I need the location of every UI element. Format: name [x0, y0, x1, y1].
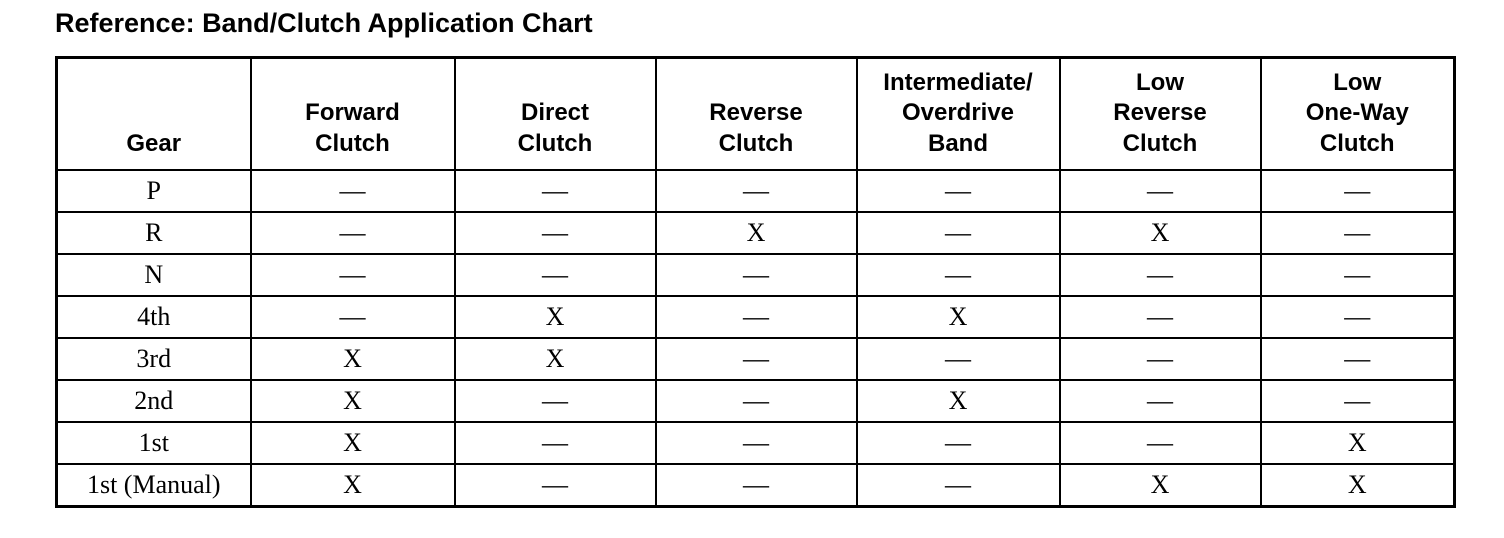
application-cell: —: [855, 463, 1061, 508]
application-cell: X: [1058, 211, 1262, 256]
application-cell: —: [1058, 169, 1262, 214]
table-row: 2nd X — — X — —: [55, 379, 1456, 424]
application-cell: X: [1259, 463, 1456, 508]
application-cell: —: [1259, 169, 1456, 214]
application-cell: —: [654, 295, 858, 340]
application-cell: X: [453, 295, 657, 340]
gear-cell: 2nd: [55, 379, 252, 424]
column-header: Low One-Way Clutch: [1259, 56, 1456, 172]
application-cell: X: [855, 295, 1061, 340]
column-header: Low Reverse Clutch: [1058, 56, 1262, 172]
gear-cell: 4th: [55, 295, 252, 340]
application-cell: —: [654, 379, 858, 424]
gear-cell: 1st (Manual): [55, 463, 252, 508]
application-cell: —: [249, 253, 456, 298]
application-cell: —: [1259, 337, 1456, 382]
gear-cell: 1st: [55, 421, 252, 466]
application-cell: —: [1058, 295, 1262, 340]
table-row: R — — X — X —: [55, 211, 1456, 256]
gear-cell: 3rd: [55, 337, 252, 382]
column-header: Intermediate/ Overdrive Band: [855, 56, 1061, 172]
application-cell: —: [453, 463, 657, 508]
gear-cell: N: [55, 253, 252, 298]
application-cell: —: [654, 463, 858, 508]
application-cell: X: [249, 463, 456, 508]
table-row: 4th — X — X — —: [55, 295, 1456, 340]
application-cell: X: [654, 211, 858, 256]
application-cell: —: [855, 169, 1061, 214]
application-cell: X: [249, 421, 456, 466]
application-cell: X: [453, 337, 657, 382]
application-cell: —: [249, 169, 456, 214]
table-body: P — — — — — — R — — X — X — N — — — — — —4th — X — X — —3rd X X — — — —2…: [55, 169, 1456, 508]
application-cell: X: [249, 379, 456, 424]
application-cell: —: [1259, 253, 1456, 298]
gear-cell: P: [55, 169, 252, 214]
application-cell: —: [654, 421, 858, 466]
application-cell: X: [1058, 463, 1262, 508]
application-cell: X: [249, 337, 456, 382]
application-cell: —: [1058, 421, 1262, 466]
page-title: Reference: Band/Clutch Application Chart: [55, 8, 593, 38]
application-cell: —: [1259, 379, 1456, 424]
table-header: Gear Forward Clutch Direct Clutch Reverse C…: [55, 56, 1456, 172]
application-cell: —: [249, 295, 456, 340]
column-header: Forward Clutch: [249, 56, 456, 172]
application-cell: X: [855, 379, 1061, 424]
application-cell: —: [1259, 211, 1456, 256]
application-cell: —: [654, 337, 858, 382]
application-cell: —: [453, 169, 657, 214]
band-clutch-application-table: Gear Forward Clutch Direct Clutch Reverse C…: [55, 56, 1456, 509]
table-row: 1st X — — — — X: [55, 421, 1456, 466]
table-header-row: Gear Forward Clutch Direct Clutch Reverse C…: [55, 56, 1456, 172]
application-cell: —: [855, 337, 1061, 382]
application-cell: —: [453, 253, 657, 298]
application-cell: —: [855, 211, 1061, 256]
application-cell: —: [855, 253, 1061, 298]
table-row: 1st (Manual) X — — — X X: [55, 463, 1456, 508]
column-header: Reverse Clutch: [654, 56, 858, 172]
application-cell: —: [1058, 337, 1262, 382]
application-cell: —: [453, 379, 657, 424]
gear-cell: R: [55, 211, 252, 256]
table-row: 3rd X X — — — —: [55, 337, 1456, 382]
application-cell: —: [654, 253, 858, 298]
application-cell: —: [1058, 379, 1262, 424]
application-cell: —: [1058, 253, 1262, 298]
column-header: Gear: [55, 56, 252, 172]
application-cell: —: [249, 211, 456, 256]
table-row: P — — — — — —: [55, 169, 1456, 214]
application-cell: —: [855, 421, 1061, 466]
application-cell: —: [453, 211, 657, 256]
table-row: N — — — — — —: [55, 253, 1456, 298]
application-cell: —: [1259, 295, 1456, 340]
application-cell: —: [453, 421, 657, 466]
application-cell: X: [1259, 421, 1456, 466]
column-header: Direct Clutch: [453, 56, 657, 172]
application-cell: —: [654, 169, 858, 214]
